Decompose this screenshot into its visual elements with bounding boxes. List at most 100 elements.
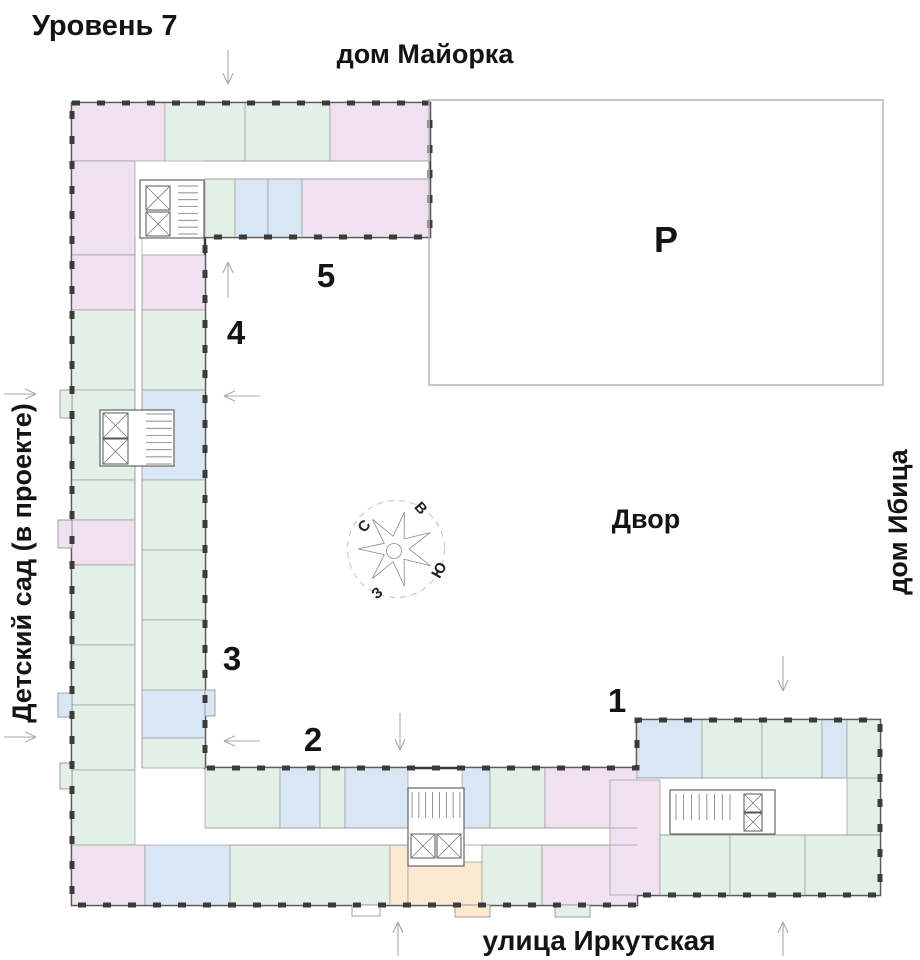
apartment-unit xyxy=(481,844,543,906)
elevator-x xyxy=(743,812,763,832)
entrance-arrows xyxy=(4,50,789,956)
section-numbers: 1 2 3 4 5 xyxy=(223,257,626,758)
entrance-arrow-head xyxy=(222,72,229,85)
parking-area xyxy=(429,100,883,385)
apartment-unit xyxy=(71,704,136,771)
facade-windows xyxy=(69,100,883,908)
entrance-arrow-head xyxy=(782,921,789,934)
entrance-arrow-head xyxy=(24,731,37,738)
apartment-unit xyxy=(804,834,881,896)
entrance-arrow-head xyxy=(223,735,236,742)
apartment-unit xyxy=(701,719,763,779)
label-street-irkutskaya: улица Иркутская xyxy=(482,925,715,956)
label-kindergarten: Детский сад (в проекте) xyxy=(7,403,37,722)
apartment-units xyxy=(71,102,881,906)
balcony xyxy=(554,904,591,918)
compass-south-label: Ю xyxy=(428,559,450,581)
balcony xyxy=(59,762,73,790)
apartment-unit xyxy=(244,102,331,162)
elevator-x xyxy=(102,412,129,439)
apartment-unit xyxy=(141,549,206,621)
apartment-unit xyxy=(71,519,136,566)
apartment-unit xyxy=(144,844,231,906)
apartment-unit xyxy=(141,689,206,739)
apartment-unit xyxy=(71,479,136,521)
label-parking: Р xyxy=(654,219,678,260)
page-title: Уровень 7 xyxy=(32,10,177,42)
apartment-unit xyxy=(229,844,391,906)
balcony xyxy=(57,692,73,718)
apartment-unit xyxy=(846,719,881,836)
section-number-5: 5 xyxy=(317,257,335,294)
compass-west-label: З xyxy=(368,584,386,603)
elevator-x xyxy=(410,833,436,859)
apartment-unit xyxy=(141,479,206,551)
label-house-ibiza: дом Ибица xyxy=(883,448,913,594)
apartment-unit xyxy=(389,844,409,906)
entrance-arrow-head xyxy=(777,921,784,934)
elevator-x xyxy=(145,185,171,211)
apartment-unit xyxy=(71,309,136,391)
elevator-x xyxy=(102,438,129,465)
apartment-unit xyxy=(234,178,269,238)
section-number-2: 2 xyxy=(304,721,322,758)
apartment-unit xyxy=(729,834,806,896)
apartment-unit xyxy=(71,160,136,256)
entrance-arrow-head xyxy=(227,72,234,85)
apartment-unit xyxy=(636,719,703,779)
apartment-unit xyxy=(204,178,236,238)
apartment-unit xyxy=(141,619,206,691)
compass-star xyxy=(357,511,431,587)
apartment-unit xyxy=(71,844,146,906)
elevator-x xyxy=(145,211,171,237)
apartment-unit xyxy=(141,254,206,311)
entrance-arrow-head xyxy=(777,679,784,692)
entrance-arrow-head xyxy=(223,395,236,402)
compass-hub xyxy=(386,543,402,559)
compass-rose: С В Ю З xyxy=(347,499,451,603)
apartment-unit xyxy=(659,834,731,896)
apartment-unit xyxy=(279,767,321,829)
apartment-unit xyxy=(204,767,281,829)
entrance-arrow-head xyxy=(782,679,789,692)
apartment-unit xyxy=(319,767,346,829)
apartment-unit xyxy=(489,767,546,829)
apartment-unit xyxy=(761,719,823,779)
balcony xyxy=(454,904,491,918)
entrance-arrow-head xyxy=(223,390,236,397)
entrance-arrow-head xyxy=(397,921,404,934)
apartment-unit xyxy=(164,102,246,162)
compass-ring xyxy=(347,500,445,598)
section-number-3: 3 xyxy=(223,640,241,677)
apartment-unit xyxy=(71,254,136,311)
balcony xyxy=(59,389,73,419)
apartment-unit xyxy=(267,178,303,238)
apartment-unit xyxy=(609,779,661,896)
label-house-mallorca: дом Майорка xyxy=(337,39,515,69)
entrance-arrow-head xyxy=(392,921,399,934)
stair-elevator-cores xyxy=(99,179,776,867)
apartment-unit xyxy=(407,861,483,906)
apartment-unit xyxy=(141,737,206,769)
compass-east-label: В xyxy=(411,499,431,519)
entrance-arrow-head xyxy=(24,393,37,400)
entrance-arrow-head xyxy=(394,738,401,751)
elevator-x xyxy=(436,833,462,859)
apartment-unit xyxy=(344,767,409,829)
entrance-arrow-head xyxy=(222,261,229,274)
entrance-arrow-head xyxy=(24,388,37,395)
section-number-4: 4 xyxy=(227,314,246,351)
elevator-x xyxy=(743,793,763,813)
apartment-unit xyxy=(301,178,431,238)
entrance-arrow-head xyxy=(24,736,37,743)
entrance-arrow-head xyxy=(223,740,236,747)
entrance-arrow-head xyxy=(227,261,234,274)
compass-north-label: С xyxy=(354,517,374,536)
apartment-unit xyxy=(71,102,166,162)
parking-border xyxy=(428,99,884,386)
label-courtyard: Двор xyxy=(612,504,680,534)
apartment-unit xyxy=(71,564,136,646)
apartment-unit xyxy=(71,769,136,846)
compass-star-shape xyxy=(357,511,431,587)
